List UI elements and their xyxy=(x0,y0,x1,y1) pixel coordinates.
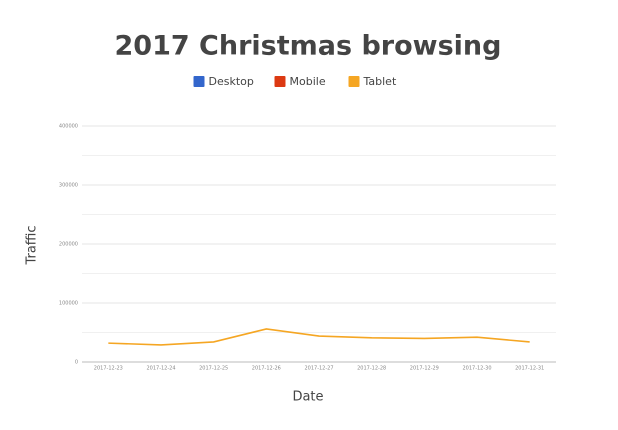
legend-swatch xyxy=(274,76,286,87)
x-tick-label: 2017-12-30 xyxy=(462,366,491,372)
y-tick-label: 0 xyxy=(75,360,78,366)
legend-label: Mobile xyxy=(290,75,326,88)
y-tick-label: 300000 xyxy=(59,183,78,189)
x-tick-label: 2017-12-25 xyxy=(199,366,228,372)
x-tick-label: 2017-12-28 xyxy=(357,366,386,372)
x-tick-label: 2017-12-23 xyxy=(94,366,123,372)
x-tick-label: 2017-12-31 xyxy=(515,366,544,372)
y-tick-label: 100000 xyxy=(59,301,78,307)
chart-title: 2017 Christmas browsing xyxy=(115,31,502,62)
x-tick-label: 2017-12-26 xyxy=(252,366,281,372)
x-tick-label: 2017-12-24 xyxy=(146,366,175,372)
legend-swatch xyxy=(193,76,205,87)
x-axis-label: Date xyxy=(292,390,323,405)
series-line xyxy=(108,328,530,346)
legend-label: Desktop xyxy=(209,75,254,88)
x-tick-label: 2017-12-29 xyxy=(410,366,439,372)
y-tick-label: 400000 xyxy=(59,124,78,130)
y-axis-label: Traffic xyxy=(25,225,40,265)
x-tick-label: 2017-12-27 xyxy=(304,366,333,372)
legend-swatch xyxy=(348,76,360,87)
y-tick-label: 200000 xyxy=(59,242,78,248)
legend-label: Tablet xyxy=(363,75,397,88)
